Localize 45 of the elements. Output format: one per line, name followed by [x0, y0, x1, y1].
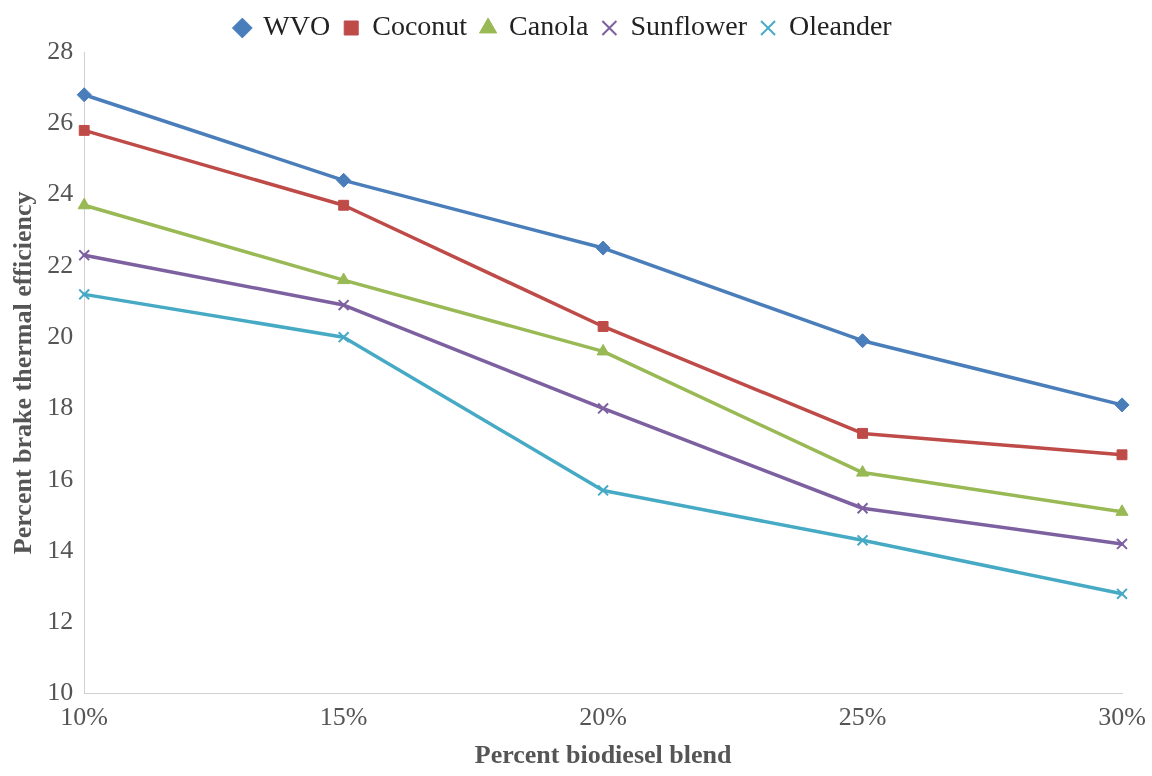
point [597, 402, 610, 415]
point [597, 321, 609, 332]
point [1114, 397, 1130, 413]
point [1116, 537, 1128, 550]
legend-label: WVO [263, 10, 331, 42]
legend-label: Sunflower [630, 10, 748, 42]
x-tick-label: 20% [579, 702, 627, 732]
y-tick-label: 20 [47, 320, 74, 350]
y-tick-label: 16 [47, 463, 74, 493]
y-axis-title: Percent brake thermal efficiency [8, 191, 38, 555]
y-tick-label: 14 [47, 534, 74, 564]
point [596, 343, 610, 356]
point [857, 427, 868, 439]
point [597, 484, 610, 497]
point [1116, 449, 1128, 461]
point [337, 272, 351, 285]
point [337, 299, 350, 312]
point [856, 534, 869, 547]
y-tick-label: 26 [47, 107, 74, 137]
x-axis-title: Percent biodiesel blend [474, 740, 732, 770]
point [1115, 504, 1129, 516]
x-tick-label: 15% [319, 702, 368, 732]
point [855, 465, 870, 477]
y-tick-label: 18 [47, 392, 74, 422]
x-tick-label: 25% [838, 702, 887, 732]
point [78, 249, 91, 262]
point [855, 333, 871, 349]
y-tick-label: 28 [47, 35, 74, 65]
point [77, 197, 91, 210]
legend-label: Canola [509, 10, 589, 42]
point [337, 331, 350, 344]
y-tick-label: 12 [47, 606, 74, 636]
legend-label: Oleander [789, 10, 893, 42]
point [336, 172, 352, 188]
point [78, 124, 90, 136]
point [76, 87, 92, 103]
point [338, 199, 350, 211]
legend-label: Coconut [372, 10, 468, 42]
point [1116, 587, 1128, 600]
point [78, 288, 91, 301]
x-tick-label: 30% [1098, 702, 1146, 732]
point [595, 240, 611, 256]
point [856, 502, 869, 515]
y-tick-label: 22 [47, 249, 74, 279]
y-tick-label: 24 [47, 178, 74, 208]
